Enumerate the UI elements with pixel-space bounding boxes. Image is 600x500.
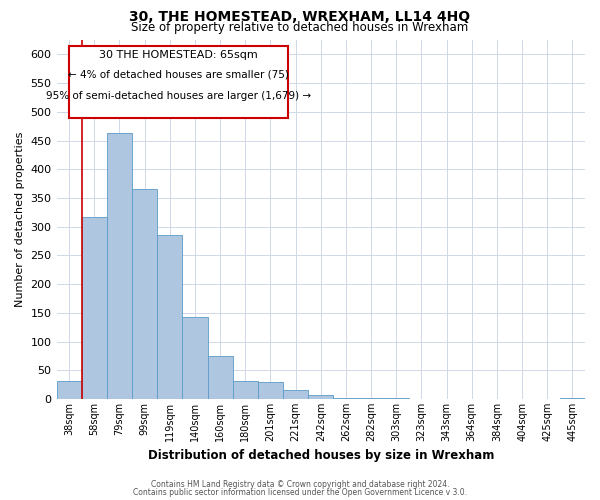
Text: Size of property relative to detached houses in Wrexham: Size of property relative to detached ho…	[131, 21, 469, 34]
Text: 30 THE HOMESTEAD: 65sqm: 30 THE HOMESTEAD: 65sqm	[99, 50, 258, 60]
Text: 30, THE HOMESTEAD, WREXHAM, LL14 4HQ: 30, THE HOMESTEAD, WREXHAM, LL14 4HQ	[130, 10, 470, 24]
Bar	[107, 133, 132, 399]
Text: Contains public sector information licensed under the Open Government Licence v : Contains public sector information licen…	[133, 488, 467, 497]
Bar	[208, 356, 233, 399]
Text: 95% of semi-detached houses are larger (1,679) →: 95% of semi-detached houses are larger (…	[46, 90, 311, 101]
Bar	[132, 190, 157, 399]
Bar	[182, 318, 208, 399]
Bar	[560, 398, 585, 399]
Bar	[334, 398, 359, 399]
Text: ← 4% of detached houses are smaller (75): ← 4% of detached houses are smaller (75)	[68, 70, 289, 80]
Bar	[157, 236, 182, 399]
Text: Contains HM Land Registry data © Crown copyright and database right 2024.: Contains HM Land Registry data © Crown c…	[151, 480, 449, 489]
Bar	[56, 380, 82, 399]
FancyBboxPatch shape	[69, 46, 288, 118]
Bar	[383, 398, 409, 399]
Bar	[233, 380, 258, 399]
Bar	[258, 382, 283, 399]
Y-axis label: Number of detached properties: Number of detached properties	[15, 132, 25, 307]
X-axis label: Distribution of detached houses by size in Wrexham: Distribution of detached houses by size …	[148, 450, 494, 462]
Bar	[359, 398, 383, 399]
Bar	[283, 390, 308, 399]
Bar	[308, 395, 334, 399]
Bar	[82, 217, 107, 399]
